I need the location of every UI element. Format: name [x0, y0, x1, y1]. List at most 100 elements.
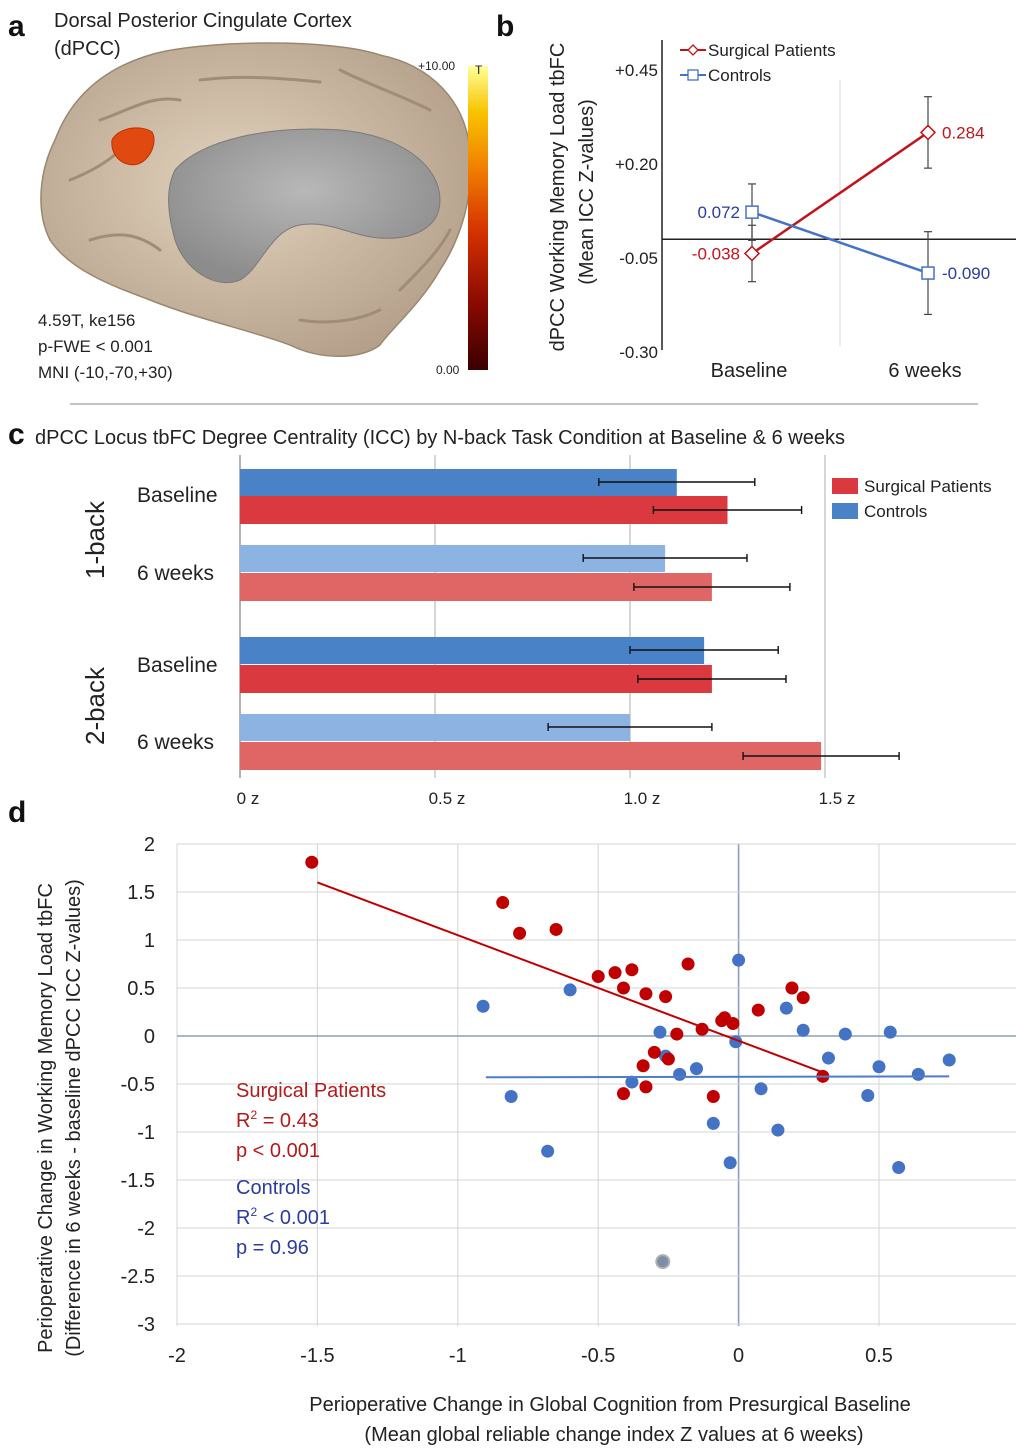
d-point-surgical	[681, 957, 695, 971]
d-point-controls	[625, 1075, 639, 1089]
d-point-controls	[911, 1067, 925, 1081]
c-group-label: 2-back	[80, 666, 110, 745]
d-point-surgical	[647, 1045, 661, 1059]
c-legend-label: Controls	[864, 502, 927, 521]
d-point-surgical	[670, 1027, 684, 1041]
c-row-label: 6 weeks	[137, 562, 214, 585]
panel-c-plot: dPCC Locus tbFC Degree Centrality (ICC) …	[35, 427, 992, 808]
d-point-controls	[821, 1051, 835, 1065]
d-point-surgical	[496, 896, 510, 910]
d-point-surgical	[636, 1059, 650, 1073]
d-annotation-p-value: p < 0.001	[236, 1140, 320, 1162]
b-series-line	[751, 131, 929, 255]
b-point-marker	[919, 124, 937, 141]
d-y-tick-label: 1	[144, 930, 155, 952]
d-x-tick-label: -1.5	[300, 1345, 334, 1367]
d-point-controls	[706, 1116, 720, 1130]
c-bar-controls	[240, 637, 705, 664]
d-y-tick-label: 2	[144, 834, 155, 856]
d-point-controls	[892, 1161, 906, 1175]
corpus-callosum	[168, 128, 441, 284]
d-point-controls	[872, 1060, 886, 1074]
d-y-tick-label: 0.5	[127, 978, 155, 1000]
d-point-surgical	[639, 1080, 653, 1094]
d-point-controls	[771, 1123, 785, 1137]
b-point-marker	[921, 266, 935, 280]
d-y-tick-label: 0	[144, 1026, 155, 1048]
d-point-surgical	[616, 981, 630, 995]
d-y-tick-label: -3	[137, 1314, 155, 1336]
d-fit-line-controls	[485, 1075, 950, 1079]
d-point-surgical	[796, 991, 810, 1005]
d-point-controls	[796, 1023, 810, 1037]
c-legend-swatch-controls	[832, 503, 858, 519]
c-x-tick-label: 0 z	[237, 789, 260, 808]
d-point-controls	[653, 1025, 667, 1039]
c-bar-surgical	[240, 665, 712, 693]
d-point-surgical	[591, 969, 605, 983]
d-x-tick-label: -1	[449, 1345, 467, 1367]
c-row-label: 6 weeks	[137, 731, 214, 754]
d-point-surgical	[625, 963, 639, 977]
d-x-tick-label: -0.5	[581, 1345, 615, 1367]
d-point-surgical	[608, 966, 622, 980]
activation-stat-mni: MNI (-10,-70,+30)	[38, 363, 173, 382]
d-point-controls	[563, 983, 577, 997]
c-group-label: 1-back	[80, 500, 110, 579]
b-series-line	[751, 210, 929, 275]
c-x-tick-label: 1.5 z	[819, 789, 856, 808]
activation-stat-p: p-FWE < 0.001	[38, 337, 153, 356]
c-legend-label: Surgical Patients	[864, 477, 992, 496]
d-point-surgical	[549, 922, 563, 936]
b-point-marker	[745, 205, 759, 219]
d-annotation-p-value: p = 0.96	[236, 1237, 309, 1259]
d-x-axis-label: Perioperative Change in Global Cognition…	[309, 1394, 910, 1416]
b-data-label: 0.284	[942, 123, 985, 142]
panel-b-label: b	[496, 10, 514, 43]
b-x-tick-label: 6 weeks	[888, 360, 961, 382]
panel-c-label: c	[8, 418, 25, 451]
d-y-tick-label: -1.5	[121, 1170, 155, 1192]
panel-a: a Dorsal Posterior Cingulate Cortex (dPC…	[8, 10, 488, 382]
c-row-label: Baseline	[137, 654, 218, 677]
c-x-tick-label: 0.5 z	[429, 789, 466, 808]
c-bar-surgical	[240, 742, 822, 770]
d-annotation-series-name: Surgical Patients	[236, 1080, 386, 1102]
d-y-tick-label: 1.5	[127, 882, 155, 904]
c-x-tick-label: 1.0 z	[624, 789, 661, 808]
b-y-tick-label: -0.05	[619, 249, 658, 268]
colorbar-unit-label: T	[475, 63, 483, 77]
d-x-tick-label: 0.5	[865, 1345, 893, 1367]
d-point-controls	[655, 1254, 671, 1270]
b-x-tick-label: Baseline	[711, 360, 788, 382]
d-point-controls	[541, 1144, 555, 1158]
panel-d: d -2 -1.5 -1 -0.5 0 0.521.510.50-0.5-1-1.5-2-…	[8, 796, 1016, 1446]
b-legend-marker	[687, 69, 699, 81]
d-point-surgical	[661, 1052, 675, 1066]
b-y-tick-label: +0.45	[615, 61, 658, 80]
c-row-label: Baseline	[137, 484, 218, 507]
d-x-tick-label: 0	[733, 1345, 744, 1367]
d-y-axis-label: Perioperative Change in Working Memory L…	[35, 883, 57, 1353]
d-x-axis-label-units: (Mean global reliable change index Z val…	[364, 1424, 863, 1446]
d-annotation-r2: R2 = 0.43	[236, 1108, 319, 1132]
d-point-controls	[883, 1025, 897, 1039]
c-title: dPCC Locus tbFC Degree Centrality (ICC) …	[35, 427, 845, 449]
d-point-controls	[754, 1082, 768, 1096]
d-annotation-r2: R2 < 0.001	[236, 1205, 330, 1229]
d-point-surgical	[751, 1003, 765, 1017]
brain-region-title: Dorsal Posterior Cingulate Cortex	[54, 10, 352, 32]
d-point-surgical	[616, 1087, 630, 1101]
colorbar: +10.00 T 0.00	[418, 59, 488, 377]
brain-sulci	[68, 68, 452, 324]
b-data-label: -0.038	[692, 244, 740, 263]
b-y-tick-label: -0.30	[619, 343, 658, 362]
panel-d-label: d	[8, 796, 26, 829]
d-x-tick-label: -2	[168, 1345, 186, 1367]
panel-c: c dPCC Locus tbFC Degree Centrality (ICC…	[8, 418, 992, 808]
d-annotation-series-name: Controls	[236, 1177, 310, 1199]
d-point-surgical	[639, 987, 653, 1001]
d-point-controls	[838, 1027, 852, 1041]
colorbar-min-label: 0.00	[436, 363, 460, 377]
